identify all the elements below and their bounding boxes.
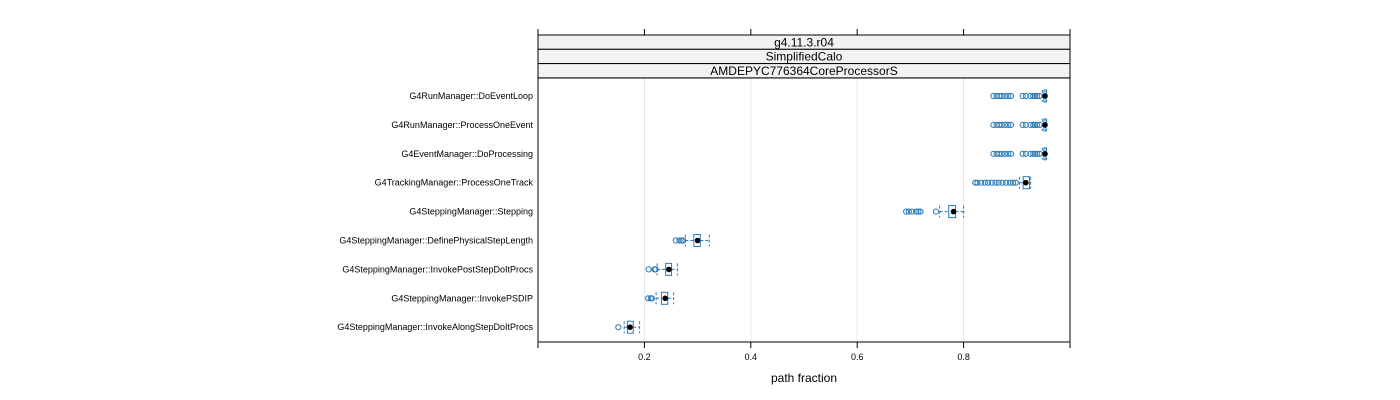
median-dot	[662, 295, 668, 302]
category-label: G4RunManager::ProcessOneEvent	[391, 120, 533, 130]
outlier-point	[1007, 92, 1015, 100]
outlier-point	[1009, 179, 1017, 186]
outlier-point	[1019, 121, 1026, 129]
outlier-point	[645, 295, 652, 302]
outlier-point	[996, 121, 1003, 129]
category-label: G4SteppingManager::DefinePhysicalStepLen…	[339, 236, 533, 246]
box-row	[990, 147, 1048, 161]
category-label: G4RunManager::DoEventLoop	[409, 91, 533, 101]
outlier-point	[998, 150, 1006, 157]
strip-panels: g4.11.3.r04SimplifiedCaloAMDEPYC776364Co…	[537, 34, 1071, 79]
box-row	[615, 320, 641, 334]
median-dot	[1042, 93, 1048, 99]
box-row	[972, 176, 1032, 190]
outlier-point	[992, 179, 999, 186]
outlier-point	[996, 92, 1003, 100]
outlier-point	[1012, 179, 1019, 186]
outlier-point	[995, 179, 1002, 186]
median-dot	[950, 208, 957, 215]
category-label: G4SteppingManager::InvokePostStepDoItPro…	[342, 264, 533, 274]
outlier-point	[1003, 179, 1010, 186]
outlier-point	[990, 121, 997, 129]
outlier-point	[999, 179, 1006, 186]
strip-label: g4.11.3.r04	[774, 35, 834, 49]
outlier-point	[915, 208, 922, 215]
outlier-point	[905, 208, 912, 215]
strip-label: SimplifiedCalo	[766, 50, 843, 64]
outlier-point	[998, 121, 1006, 129]
median-dot	[1042, 122, 1048, 128]
outlier-point	[1027, 92, 1034, 100]
category-label: G4TrackingManager::ProcessOneTrack	[375, 178, 534, 188]
outlier-point	[645, 266, 652, 273]
outlier-point	[981, 179, 988, 186]
outlier-point	[917, 208, 924, 215]
panel-frame	[537, 77, 1071, 343]
outlier-point	[1007, 150, 1015, 157]
category-label: G4SteppingManager::InvokeAlongStepDoItPr…	[337, 322, 533, 332]
x-tick-label: 0.8	[957, 352, 970, 362]
outlier-point	[1001, 150, 1009, 157]
outlier-point	[1007, 121, 1015, 129]
outlier-point	[1033, 121, 1041, 129]
x-tick-label: 0.6	[851, 352, 864, 362]
box-row	[645, 262, 678, 276]
outlier-point	[1033, 92, 1041, 100]
outlier-point	[676, 237, 683, 244]
median-dot	[627, 324, 633, 331]
outlier-point	[1005, 150, 1012, 157]
outlier-point	[913, 208, 920, 215]
outlier-point	[1001, 121, 1009, 129]
outlier-point	[984, 179, 992, 186]
box-series	[615, 89, 1048, 334]
box-row	[645, 291, 675, 305]
outlier-point	[1033, 150, 1041, 157]
box-row	[990, 89, 1048, 103]
outlier-point	[1005, 92, 1012, 100]
outlier-point	[1005, 121, 1012, 129]
box-row	[990, 118, 1048, 132]
outlier-point	[932, 208, 940, 215]
outlier-point	[974, 179, 981, 186]
box-row	[672, 234, 710, 247]
outlier-point	[988, 179, 995, 186]
outlier-point	[990, 150, 997, 157]
outlier-point	[978, 179, 985, 186]
outlier-point	[1027, 150, 1034, 157]
outlier-point	[1006, 179, 1013, 186]
outlier-point	[998, 92, 1006, 100]
median-dot	[694, 237, 701, 244]
x-tick-label: 0.2	[638, 352, 651, 362]
median-dot	[1023, 179, 1029, 186]
outlier-point	[996, 150, 1003, 157]
category-label: G4EventManager::DoProcessing	[401, 149, 533, 159]
median-dot	[1042, 151, 1048, 157]
outlier-point	[672, 237, 679, 244]
outlier-point	[615, 324, 622, 331]
outlier-point	[903, 208, 910, 215]
grid-lines	[643, 78, 965, 342]
outlier-point	[1001, 92, 1009, 100]
outlier-point	[990, 92, 997, 100]
x-tick-label: 0.4	[745, 352, 758, 362]
box-row	[903, 205, 965, 219]
outlier-point	[680, 237, 687, 244]
outlier-point	[648, 295, 655, 302]
category-label: G4SteppingManager::InvokePSDIP	[391, 293, 533, 303]
outlier-point	[908, 208, 916, 215]
outlier-point	[972, 179, 979, 186]
x-axis-title: path fraction	[771, 371, 837, 385]
outlier-point	[1027, 121, 1034, 129]
strip-label: AMDEPYC776364CoreProcessorS	[710, 64, 897, 78]
outlier-point	[1019, 92, 1026, 100]
x-axis: 0.2 0.4 0.6 0.8	[537, 29, 1071, 362]
outlier-point	[1019, 150, 1026, 157]
category-labels: G4RunManager::DoEventLoopG4RunManager::P…	[337, 91, 533, 332]
outlier-point	[652, 266, 659, 273]
category-label: G4SteppingManager::Stepping	[409, 207, 533, 217]
median-dot	[666, 266, 672, 273]
